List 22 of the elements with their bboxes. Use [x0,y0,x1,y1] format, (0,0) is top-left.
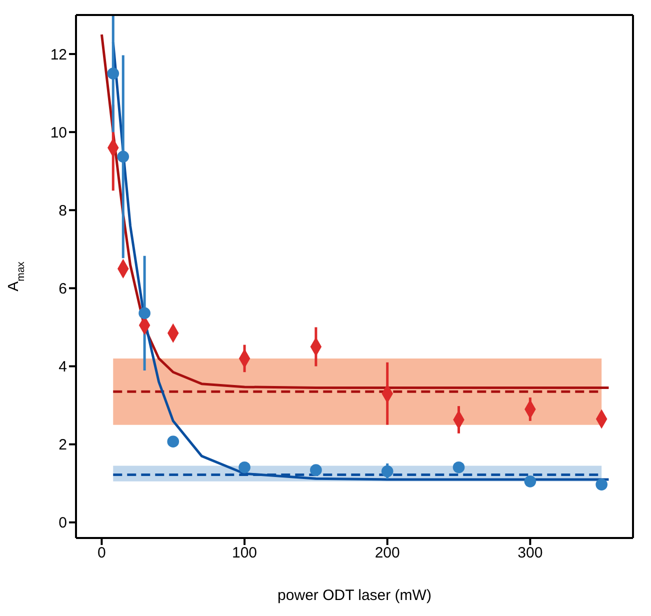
x-axis-title: power ODT laser (mW) [278,587,432,604]
y-tick-label: 8 [58,202,67,220]
point [117,150,130,163]
y-tick-label: 0 [58,514,67,532]
y-tick-label: 2 [58,436,67,454]
point [596,478,608,490]
x-tick-label: 0 [98,544,106,562]
point [107,68,120,80]
y-tick-label: 6 [58,280,67,298]
point [310,464,322,476]
x-tick-label: 300 [518,544,543,562]
point [238,461,250,474]
point [524,476,536,488]
point [138,307,150,320]
y-tick-label: 4 [58,358,67,376]
x-tick-label: 200 [374,544,400,562]
point [452,461,465,474]
point [381,465,394,478]
x-tick-label: 100 [232,544,258,562]
point [167,436,180,448]
y-tick-label: 12 [50,46,67,64]
y-tick-label: 10 [50,124,67,142]
